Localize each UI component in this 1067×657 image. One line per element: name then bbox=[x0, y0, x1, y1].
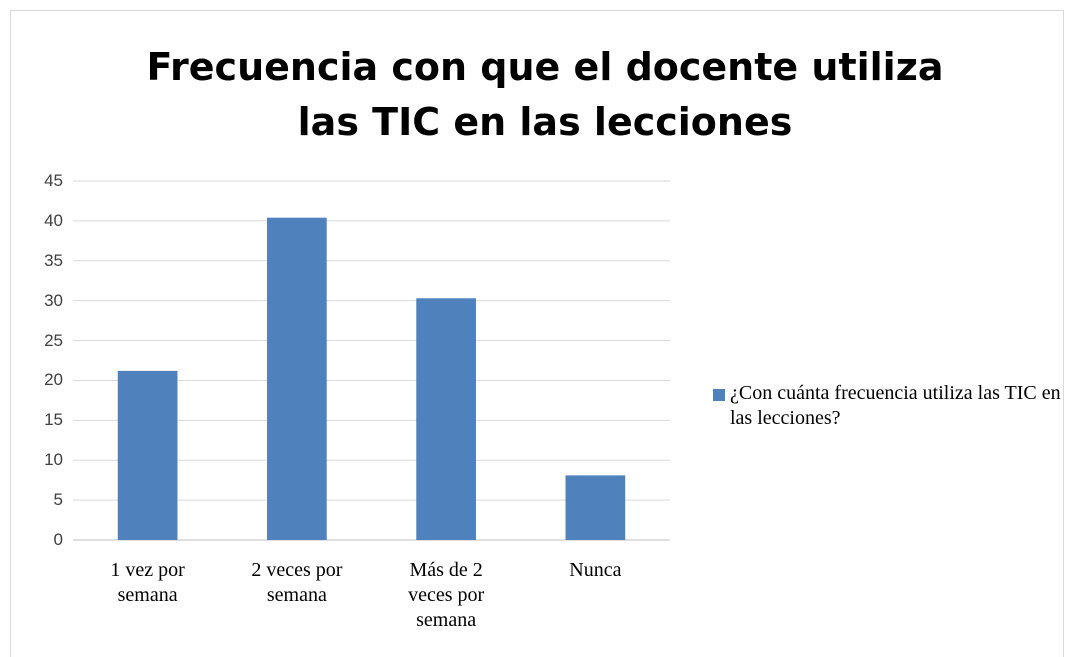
y-tick-label: 30 bbox=[44, 290, 63, 310]
y-tick-label: 35 bbox=[44, 250, 63, 270]
y-tick-label: 10 bbox=[44, 450, 63, 470]
y-tick-label: 5 bbox=[53, 490, 63, 510]
chart-frame bbox=[10, 10, 1064, 657]
x-tick-label: Nunca bbox=[569, 559, 622, 581]
x-tick-label: 2 veces por semana bbox=[251, 559, 343, 606]
legend-label: ¿Con cuánta frecuencia utiliza las TIC e… bbox=[730, 382, 1061, 429]
chart-title: Frecuencia con que el docente utiliza la… bbox=[146, 45, 944, 144]
bar bbox=[267, 217, 327, 540]
y-tick-label: 15 bbox=[44, 410, 63, 430]
bar bbox=[117, 370, 178, 540]
x-tick-label: Más de 2 veces por semana bbox=[408, 559, 485, 631]
x-tick-label: 1 vez por semana bbox=[110, 559, 185, 606]
y-tick-label: 45 bbox=[44, 171, 63, 190]
y-tick-label: 20 bbox=[44, 370, 63, 390]
bar bbox=[416, 298, 476, 540]
bar bbox=[565, 475, 626, 540]
y-tick-label: 40 bbox=[44, 210, 63, 230]
y-tick-label: 25 bbox=[44, 330, 63, 350]
legend-key bbox=[713, 389, 725, 401]
y-tick-label: 0 bbox=[53, 530, 63, 549]
